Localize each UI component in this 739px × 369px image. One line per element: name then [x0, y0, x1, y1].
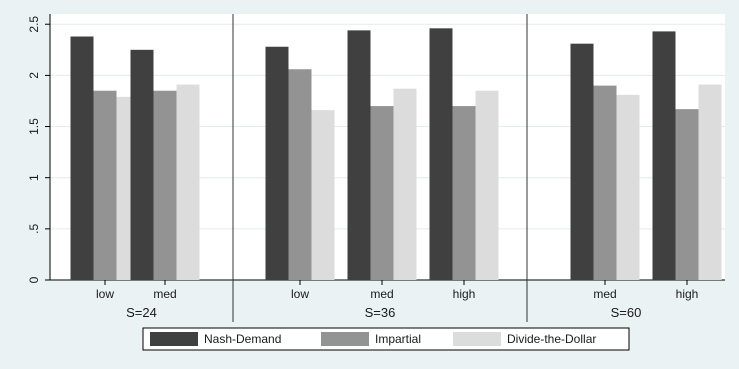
x-tick-label: low — [291, 287, 309, 301]
panel-label: S=60 — [611, 305, 642, 320]
bar-nash-demand — [347, 30, 371, 280]
bar-impartial — [452, 106, 476, 280]
bar-nash-demand — [265, 46, 289, 280]
x-tick-label: high — [453, 287, 476, 301]
bar-nash-demand — [652, 31, 676, 281]
legend-label: Divide-the-Dollar — [507, 332, 596, 346]
legend-label: Impartial — [375, 332, 421, 346]
legend-label: Nash-Demand — [204, 332, 281, 346]
panel-label: S=36 — [365, 305, 396, 320]
bar-divide-the-dollar — [698, 84, 722, 280]
legend-swatch — [321, 332, 369, 346]
bar-impartial — [593, 85, 617, 280]
x-tick-label: med — [593, 287, 616, 301]
legend-box — [142, 327, 630, 351]
bar-divide-the-dollar — [176, 84, 200, 280]
x-tick-label: med — [153, 287, 176, 301]
bar-nash-demand — [429, 28, 453, 281]
x-tick-label: med — [370, 287, 393, 301]
panel-label: S=24 — [126, 305, 157, 320]
bar-nash-demand — [130, 49, 154, 280]
y-tick-label: 2.5 — [27, 16, 41, 33]
bar-impartial — [675, 109, 699, 281]
y-tick-label: 1.5 — [27, 118, 41, 135]
bar-nash-demand — [70, 36, 94, 280]
bar-divide-the-dollar — [311, 110, 335, 281]
bar-impartial — [93, 90, 117, 280]
bar-divide-the-dollar — [393, 88, 417, 280]
bar-divide-the-dollar — [616, 94, 640, 280]
y-tick-label: 0 — [27, 276, 41, 283]
y-tick-label: 1 — [27, 174, 41, 181]
y-tick-label: 2 — [27, 72, 41, 79]
y-tick-label: .5 — [27, 224, 41, 234]
legend-swatch — [453, 332, 501, 346]
bar-nash-demand — [570, 43, 594, 280]
x-tick-label: low — [96, 287, 114, 301]
x-tick-label: high — [676, 287, 699, 301]
bar-impartial — [153, 90, 177, 280]
legend-swatch — [150, 332, 198, 346]
bar-impartial — [370, 106, 394, 280]
bar-impartial — [288, 69, 312, 280]
bar-divide-the-dollar — [475, 90, 499, 280]
